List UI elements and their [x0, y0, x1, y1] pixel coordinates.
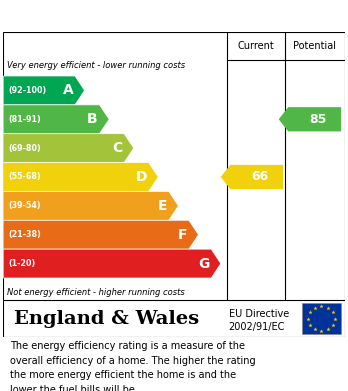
Text: (92-100): (92-100)	[9, 86, 47, 95]
Text: Current: Current	[237, 41, 274, 51]
Text: England & Wales: England & Wales	[14, 310, 199, 328]
Text: EU Directive: EU Directive	[229, 309, 289, 319]
Text: E: E	[158, 199, 167, 213]
Polygon shape	[3, 105, 109, 134]
Bar	[302, 303, 341, 334]
Text: A: A	[63, 83, 73, 97]
Text: (55-68): (55-68)	[9, 172, 41, 181]
Text: B: B	[87, 112, 98, 126]
Polygon shape	[3, 163, 158, 192]
Text: (1-20): (1-20)	[9, 259, 36, 268]
Polygon shape	[3, 192, 178, 220]
Text: Very energy efficient - lower running costs: Very energy efficient - lower running co…	[7, 61, 185, 70]
Polygon shape	[279, 107, 341, 131]
Text: (81-91): (81-91)	[9, 115, 41, 124]
Text: F: F	[178, 228, 187, 242]
Polygon shape	[3, 76, 85, 105]
Text: 2002/91/EC: 2002/91/EC	[229, 322, 285, 332]
Text: (69-80): (69-80)	[9, 143, 41, 152]
Text: 66: 66	[252, 170, 269, 183]
Text: Not energy efficient - higher running costs: Not energy efficient - higher running co…	[7, 288, 185, 297]
Text: (39-54): (39-54)	[9, 201, 41, 210]
Text: The energy efficiency rating is a measure of the
overall efficiency of a home. T: The energy efficiency rating is a measur…	[10, 341, 256, 391]
Polygon shape	[221, 165, 283, 189]
Text: G: G	[198, 256, 209, 271]
Polygon shape	[3, 249, 221, 278]
Text: 85: 85	[309, 113, 327, 126]
Text: D: D	[135, 170, 147, 184]
Text: C: C	[112, 141, 122, 155]
Text: Potential: Potential	[293, 41, 336, 51]
Text: (21-38): (21-38)	[9, 230, 41, 239]
Polygon shape	[3, 134, 134, 163]
Text: Energy Efficiency Rating: Energy Efficiency Rating	[10, 9, 232, 23]
Polygon shape	[3, 220, 198, 249]
